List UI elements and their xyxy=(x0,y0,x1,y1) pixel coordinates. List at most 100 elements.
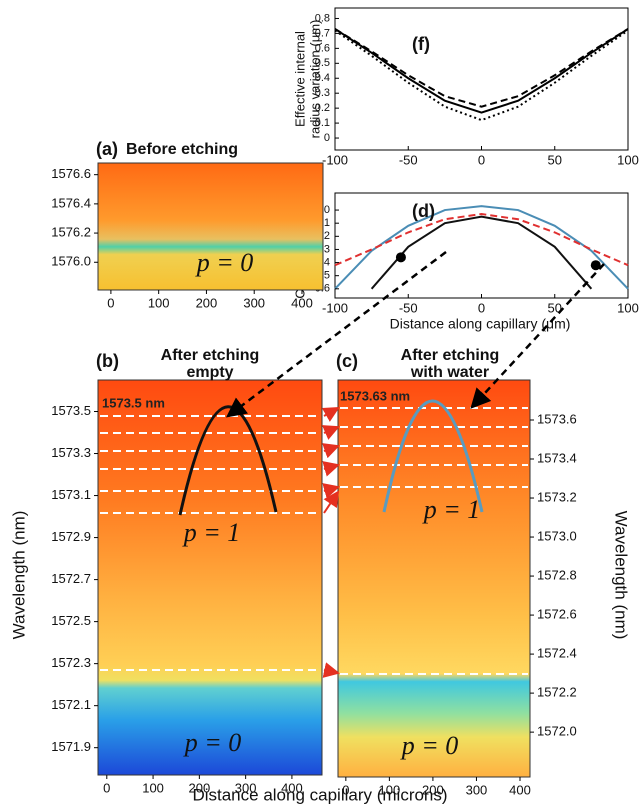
x-tick-label: 300 xyxy=(235,780,257,795)
x-tick-label: 50 xyxy=(548,152,562,167)
y-tick-label: 0.4 xyxy=(315,72,330,84)
y-tick-label: 0 xyxy=(324,132,330,144)
series-line xyxy=(334,205,629,290)
y-tick-label: 1573.3 xyxy=(51,445,91,460)
series-line xyxy=(334,28,629,114)
heatmap-panel: 0 100 200 300 400 1576.0 1576.2 1576.4 1576.6 (a)… xyxy=(51,139,324,310)
y-tick-label: 0.5 xyxy=(315,57,330,69)
x-tick-label: -100 xyxy=(322,152,348,167)
panel-title: After etching xyxy=(401,347,500,364)
y-tick-label: 0.1 xyxy=(315,117,330,129)
y-tick-label: 1572.0 xyxy=(537,724,577,739)
x-tick-label: 0 xyxy=(103,780,110,795)
red-arrows xyxy=(321,407,340,678)
series-line xyxy=(370,215,593,290)
x-tick-label: 0 xyxy=(478,300,485,315)
x-tick-label: 100 xyxy=(617,152,639,167)
x-tick-label: 100 xyxy=(142,780,164,795)
x-tick-label: 200 xyxy=(196,295,218,310)
y-tick-label: 0.3 xyxy=(315,87,330,99)
annotation: p = 0 xyxy=(195,248,254,277)
plot-frame xyxy=(334,7,629,151)
fit-curve xyxy=(382,399,484,513)
x-axis-label: Distance along capillary (μm) xyxy=(390,316,571,332)
x-tick-label: -50 xyxy=(399,152,418,167)
x-tick-label: 300 xyxy=(466,782,488,797)
panel-label: (a) xyxy=(96,139,118,159)
heatmap-image xyxy=(97,162,324,291)
y-tick-label: 1576.2 xyxy=(51,225,91,240)
panel-label: (b) xyxy=(96,351,119,371)
heatmap-panel: 0 100 200 300 400 1572.0 1572.2 1572.4 1572.6 157… xyxy=(336,347,631,797)
link-arrows xyxy=(226,251,605,418)
marker xyxy=(590,260,601,271)
plot: -100-50050100-0.6-0.5-0.4-0.3-0.2-0.10.0… xyxy=(292,192,638,331)
y-axis-label: radius variation (μm) xyxy=(307,20,322,139)
plot: -100 -50 0 50 100 0 0.1 0.2 0.3 0.4 0.5 0.6 0.7 0.8 (f… xyxy=(292,7,639,167)
heatmap-image xyxy=(97,379,323,776)
panel-title: Before etching xyxy=(126,141,238,158)
y-axis-label: Wavelength (nm) xyxy=(612,511,631,640)
annotation: p = 1 xyxy=(422,495,481,524)
y-tick-label: 1572.7 xyxy=(51,571,91,586)
x-tick-label: 400 xyxy=(509,782,531,797)
x-tick-label: 0 xyxy=(342,782,349,797)
panel-label: (f) xyxy=(412,34,430,54)
x-tick-label: 100 xyxy=(617,300,639,315)
y-tick-label: 1573.1 xyxy=(51,487,91,502)
annotation: p = 1 xyxy=(182,518,241,547)
y-tick-label: 0.8 xyxy=(315,12,330,24)
y-tick-label: 0.7 xyxy=(315,27,330,39)
heatmap-image xyxy=(337,379,531,778)
panel-label: (d) xyxy=(412,201,435,221)
x-tick-label: -50 xyxy=(399,300,418,315)
y-tick-label: 1572.3 xyxy=(51,655,91,670)
y-tick-label: 1573.2 xyxy=(537,489,577,504)
charts: -100 -50 0 50 100 0 0.1 0.2 0.3 0.4 0.5 0.6 0.7 0.8 (f… xyxy=(9,7,639,804)
annotation: 1573.63 nm xyxy=(340,388,410,403)
annotation: 1573.5 nm xyxy=(102,395,165,410)
series-line xyxy=(334,28,629,108)
y-tick-label: 1572.5 xyxy=(51,613,91,628)
y-tick-label: 1571.9 xyxy=(51,739,91,754)
y-tick-label: 0.2 xyxy=(315,102,330,114)
y-tick-label: 1576.6 xyxy=(51,166,91,181)
plot-frame xyxy=(334,192,629,299)
x-tick-label: 200 xyxy=(422,782,444,797)
panel-label: (c) xyxy=(336,351,358,371)
y-tick-label: 1572.8 xyxy=(537,567,577,582)
annotation: p = 0 xyxy=(183,728,242,757)
annotation: p = 0 xyxy=(400,731,459,760)
heatmap-panel: 0 100 200 300 400 1571.9 1572.1 1572.3 1572.5 157… xyxy=(9,347,447,804)
x-tick-label: 100 xyxy=(148,295,170,310)
x-tick-label: 400 xyxy=(281,780,303,795)
x-tick-label: 200 xyxy=(189,780,211,795)
y-tick-label: 1573.5 xyxy=(51,403,91,418)
y-tick-label: 1576.4 xyxy=(51,195,91,210)
x-tick-label: -100 xyxy=(322,300,348,315)
y-tick-label: 1573.4 xyxy=(537,450,577,465)
x-axis-label: Distance along capillary (microns) xyxy=(192,785,447,804)
overlay xyxy=(100,251,605,678)
panel-title: empty xyxy=(186,364,233,381)
resonance-lines xyxy=(100,407,528,675)
marker xyxy=(395,252,406,263)
x-tick-label: 300 xyxy=(243,295,265,310)
y-tick-label: 0.6 xyxy=(315,42,330,54)
panel-title: After etching xyxy=(161,347,260,364)
series-line xyxy=(334,212,629,267)
y-tick-label: 1572.2 xyxy=(537,685,577,700)
x-tick-label: 0 xyxy=(478,152,485,167)
x-tick-label: 400 xyxy=(291,295,313,310)
y-tick-label: 1572.9 xyxy=(51,529,91,544)
x-tick-label: 100 xyxy=(379,782,401,797)
y-tick-label: 1572.1 xyxy=(51,697,91,712)
y-axis-label: Wavelength (nm) xyxy=(9,511,28,640)
y-tick-label: 1572.4 xyxy=(537,646,577,661)
y-tick-label: 1573.6 xyxy=(537,411,577,426)
y-tick-label: 1576.0 xyxy=(51,254,91,269)
y-axis-label: Effective internal xyxy=(292,31,307,127)
y-tick-label: 1572.6 xyxy=(537,607,577,622)
y-tick-label: 1573.0 xyxy=(537,528,577,543)
